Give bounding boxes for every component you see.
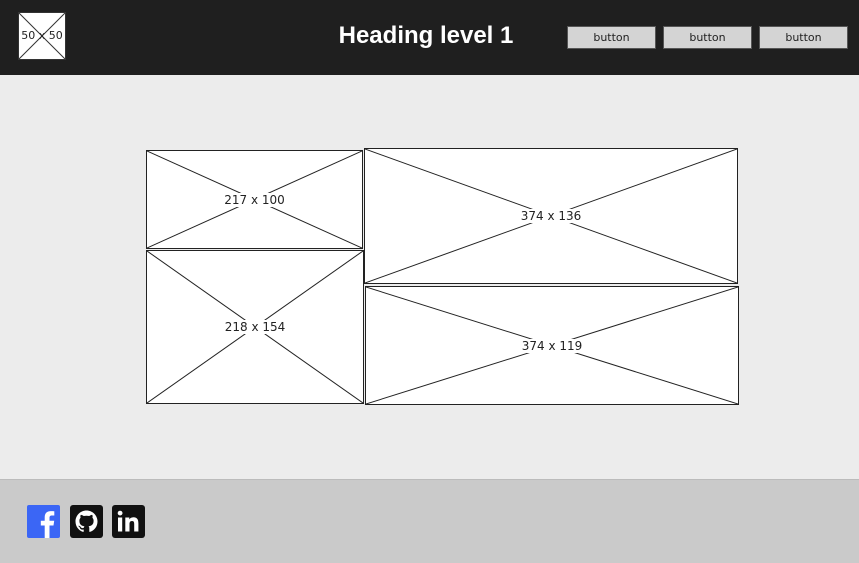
github-icon[interactable] <box>70 505 103 538</box>
image-placeholder-4: 374 x 119 <box>365 286 739 405</box>
header-button-2[interactable]: button <box>663 26 752 49</box>
image-placeholder-2: 374 x 136 <box>364 148 738 284</box>
linkedin-icon[interactable] <box>112 505 145 538</box>
placeholder-label: 374 x 136 <box>519 209 583 223</box>
header-button-1[interactable]: button <box>567 26 656 49</box>
placeholder-label: 374 x 119 <box>520 338 584 353</box>
header-button-3[interactable]: button <box>759 26 848 49</box>
logo-placeholder: 50 x 50 <box>18 12 66 60</box>
logo-label: 50 x 50 <box>21 29 63 42</box>
facebook-icon[interactable] <box>27 505 60 538</box>
page-title: Heading level 1 <box>338 22 514 49</box>
image-placeholder-3: 218 x 154 <box>146 250 364 404</box>
placeholder-label: 218 x 154 <box>223 320 287 334</box>
footer-bar <box>0 479 859 563</box>
image-placeholder-1: 217 x 100 <box>146 150 363 249</box>
header-bar: 50 x 50 Heading level 1 button button bu… <box>0 0 859 75</box>
placeholder-label: 217 x 100 <box>223 192 286 207</box>
placeholder-cross-icon <box>19 13 65 59</box>
